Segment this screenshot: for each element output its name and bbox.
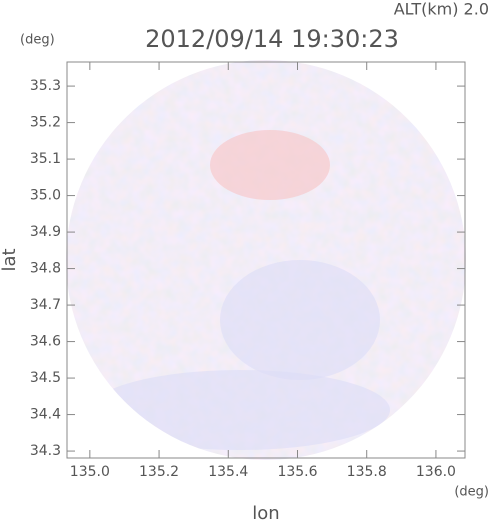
y-tick-label: 35.1 bbox=[30, 151, 61, 167]
x-axis-label: lon bbox=[252, 503, 279, 521]
x-tick-label: 135.0 bbox=[70, 464, 110, 480]
altitude-label: ALT(km) 2.0 bbox=[394, 0, 489, 19]
plot-frame bbox=[66, 61, 466, 459]
y-tick-label: 35.0 bbox=[30, 188, 61, 204]
x-tick-label: 136.0 bbox=[416, 464, 456, 480]
y-tick-label: 35.3 bbox=[30, 78, 61, 94]
x-tick-label: 135.2 bbox=[139, 464, 179, 480]
y-tick-label: 34.6 bbox=[30, 334, 61, 350]
x-tick-label: 135.4 bbox=[208, 464, 248, 480]
y-axis-label: lat bbox=[0, 248, 20, 271]
y-unit: (deg) bbox=[20, 33, 55, 48]
x-unit: (deg) bbox=[454, 485, 489, 500]
y-tick-label: 34.7 bbox=[30, 297, 61, 313]
x-tick-label: 135.6 bbox=[277, 464, 317, 480]
y-tick-label: 34.5 bbox=[30, 370, 61, 386]
y-tick-label: 34.4 bbox=[30, 407, 61, 423]
x-tick-label: 135.8 bbox=[347, 464, 387, 480]
y-tick-label: 35.2 bbox=[30, 115, 61, 131]
chart-title: 2012/09/14 19:30:23 bbox=[145, 25, 399, 53]
y-tick-label: 34.8 bbox=[30, 261, 61, 277]
y-tick-label: 34.9 bbox=[30, 224, 61, 240]
radar-field bbox=[66, 60, 466, 460]
y-tick-label: 34.3 bbox=[30, 443, 61, 459]
